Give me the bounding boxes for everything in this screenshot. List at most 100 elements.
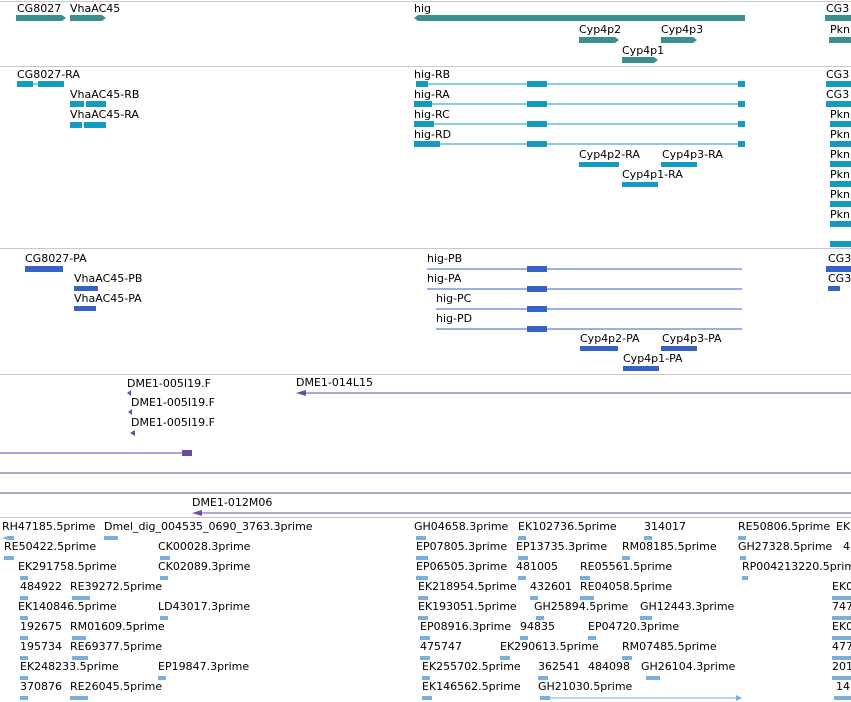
- est-label: GH12443.3prime: [640, 600, 735, 613]
- transcript-label: VhaAC45-RB: [70, 88, 140, 101]
- est-label: RE50806.5prime: [738, 520, 831, 533]
- transcript-label: CG8027-RA: [17, 68, 80, 81]
- gene-feature[interactable]: [579, 37, 619, 43]
- est-label: 14: [836, 680, 850, 693]
- est-label: RE26045.5prime: [70, 680, 163, 693]
- gene-feature[interactable]: [661, 37, 697, 43]
- est-label: LD43017.3prime: [158, 600, 251, 613]
- est-label: GH21030.5prime: [538, 680, 633, 693]
- est-label: 481005: [516, 560, 558, 573]
- est-label: EK291758.5prime: [18, 560, 117, 573]
- gene-label: Cyp4p3: [661, 23, 704, 36]
- est-label: 192675: [20, 620, 62, 633]
- gene-label: hig: [414, 2, 432, 15]
- est-label: 4: [843, 540, 850, 553]
- est-label: 362541: [538, 660, 580, 673]
- gene-feature[interactable]: [70, 15, 106, 21]
- protein-label: hig-PB: [427, 252, 463, 265]
- est-label: EK255702.5prime: [422, 660, 521, 673]
- transcript-label: hig-RB: [414, 68, 451, 81]
- est-label: GH27328.5prime: [738, 540, 833, 553]
- est-track: RH47185.5prime Dmel_dig_004535_0690_3763…: [0, 518, 851, 702]
- est-label: 477: [832, 640, 851, 653]
- est-label: EK248233.5prime: [20, 660, 119, 673]
- gene-feature[interactable]: [16, 15, 66, 21]
- clone-glyphs: [0, 390, 851, 516]
- est-label: 747: [832, 600, 851, 613]
- est-label: GH25894.5prime: [534, 600, 629, 613]
- protein-glyphs: [25, 266, 851, 371]
- est-label: 314017: [644, 520, 686, 533]
- transcript-track: CG8027-RA VhaAC45-RB VhaAC45-RA hig-RB h…: [0, 67, 851, 247]
- protein-label: Cyp4p3-PA: [662, 332, 722, 345]
- est-label: RE04058.5prime: [580, 580, 673, 593]
- est-label: 475747: [420, 640, 462, 653]
- transcript-label: Pkn: [830, 188, 850, 201]
- transcript-label: Cyp4p3-RA: [662, 148, 723, 161]
- est-label: EP08916.3prime: [420, 620, 512, 633]
- transcript-label: hig-RD: [414, 128, 452, 141]
- transcript-label: Pkn: [830, 128, 850, 141]
- est-label: 370876: [20, 680, 62, 693]
- est-label: RE69377.5prime: [70, 640, 163, 653]
- gene-label: Pkn: [830, 23, 850, 36]
- protein-label: CG3: [828, 252, 851, 265]
- est-label: CK00028.3prime: [158, 540, 251, 553]
- transcript-label: Pkn: [830, 108, 850, 121]
- gene-feature[interactable]: [829, 37, 851, 43]
- est-label: GH26104.3prime: [641, 660, 736, 673]
- clone-label: DME1-005I19.F: [127, 377, 211, 390]
- est-label: RM07485.5prime: [622, 640, 717, 653]
- est-glyphs: [2, 536, 851, 701]
- est-label: EK0: [832, 580, 851, 593]
- protein-label: VhaAC45-PB: [74, 272, 143, 285]
- protein-label: Cyp4p1-PA: [623, 352, 683, 365]
- gene-feature[interactable]: [825, 15, 851, 21]
- est-label: EP06505.3prime: [416, 560, 508, 573]
- protein-label: hig-PD: [436, 312, 473, 325]
- protein-track: CG8027-PA VhaAC45-PB VhaAC45-PA hig-PB h…: [0, 249, 851, 374]
- protein-label: VhaAC45-PA: [74, 292, 142, 305]
- est-label: EP13735.3prime: [516, 540, 608, 553]
- est-label: EP04720.3prime: [588, 620, 680, 633]
- transcript-label: hig-RC: [414, 108, 450, 121]
- est-label: EK218954.5prime: [418, 580, 517, 593]
- gene-feature[interactable]: [622, 57, 658, 63]
- clone-label: DME1-014L15: [296, 376, 373, 389]
- track-divider: [0, 374, 851, 375]
- track-divider: [0, 248, 851, 249]
- transcript-label: CG3: [826, 68, 850, 81]
- transcript-label: Cyp4p1-RA: [622, 168, 683, 181]
- protein-label: CG8027-PA: [25, 252, 87, 265]
- est-label: 432601: [530, 580, 572, 593]
- track-divider: [0, 1, 851, 2]
- gene-label: Cyp4p1: [622, 44, 665, 57]
- est-label: 201: [832, 660, 851, 673]
- track-divider: [0, 66, 851, 67]
- est-label: EP19847.3prime: [158, 660, 250, 673]
- est-label: EK: [836, 520, 851, 533]
- track-divider: [0, 517, 851, 518]
- clone-label: DME1-005I19.F: [131, 396, 215, 409]
- clone-label: DME1-005I19.F: [131, 416, 215, 429]
- est-label: CK02089.3prime: [158, 560, 251, 573]
- transcript-label: CG3: [826, 88, 850, 101]
- protein-label: hig-PA: [427, 272, 462, 285]
- est-label: EK146562.5prime: [422, 680, 521, 693]
- est-label: Dmel_dig_004535_0690_3763.3prime: [104, 520, 313, 533]
- est-label: RE39272.5prime: [70, 580, 163, 593]
- est-label: RE05561.5prime: [580, 560, 673, 573]
- transcript-label: VhaAC45-RA: [70, 108, 139, 121]
- gene-label: VhaAC45: [70, 2, 121, 15]
- est-label: RH47185.5prime: [2, 520, 96, 533]
- est-label: EK193051.5prime: [418, 600, 517, 613]
- protein-label: hig-PC: [436, 292, 472, 305]
- est-label: 484922: [20, 580, 62, 593]
- est-label: EK290613.5prime: [500, 640, 599, 653]
- transcript-label: Pkn: [830, 148, 850, 161]
- gene-label: CG8027: [17, 2, 62, 15]
- est-label: EP07805.3prime: [416, 540, 508, 553]
- clone-track: DME1-005I19.F DME1-014L15 DME1-005I19.F …: [0, 375, 851, 517]
- gene-feature[interactable]: [414, 15, 745, 21]
- est-label: RP004213220.5prime: [742, 560, 851, 573]
